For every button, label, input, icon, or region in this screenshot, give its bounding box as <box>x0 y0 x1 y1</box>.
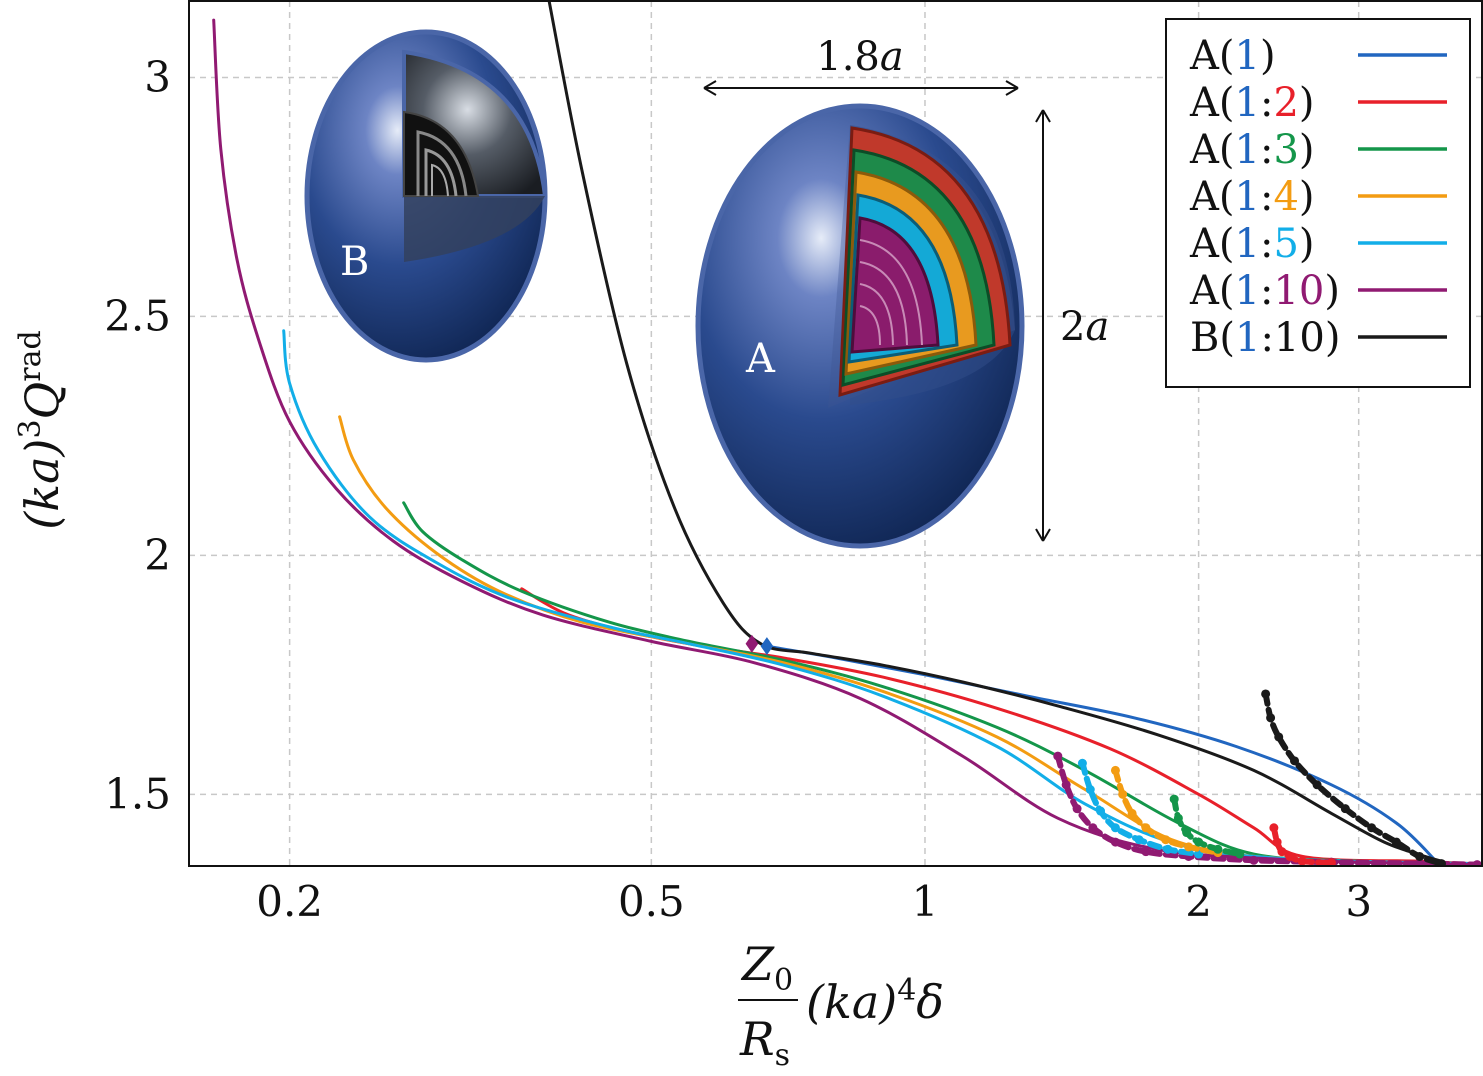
tail-point <box>1194 837 1204 847</box>
dotted-tail-5 <box>1262 691 1445 866</box>
tail-point <box>1472 860 1482 866</box>
sphere-b-illustration: B <box>304 29 548 363</box>
tail-point <box>1415 859 1425 866</box>
width-label: 1.8a <box>816 34 903 80</box>
tail-point <box>1266 713 1276 723</box>
tail-point <box>1061 780 1071 790</box>
diamond-marker-1 <box>760 637 774 656</box>
tail-point <box>1272 837 1282 847</box>
tail-point <box>1213 844 1223 854</box>
tail-point <box>1141 847 1151 857</box>
tail-point <box>1173 813 1183 823</box>
dotted-tail-0 <box>1054 753 1481 866</box>
tail-point <box>1077 758 1087 768</box>
tail-point <box>1436 859 1446 866</box>
y-tick-label: 3 <box>144 52 171 101</box>
legend: A(1)A(1:2)A(1:3)A(1:4)A(1:5)A(1:10)B(1:1… <box>1165 18 1471 388</box>
y-tick-labels: 1.5 2 2.5 3 <box>104 52 171 818</box>
tail-point <box>1141 823 1151 833</box>
tail-point <box>1110 823 1120 833</box>
series-line-2 <box>402 501 1474 866</box>
markers-layer <box>745 634 774 656</box>
x-tick-label: 1 <box>912 877 939 926</box>
legend-entry-label: A(1:5) <box>1189 221 1315 267</box>
legend-entry-label: A(1:3) <box>1189 127 1315 173</box>
tail-point <box>1110 837 1120 847</box>
y-tick-label: 2.5 <box>104 291 171 340</box>
tail-point <box>1053 751 1063 761</box>
tail-point <box>1118 789 1128 799</box>
x-axis-label: Z0 Rs (ka)4δ <box>738 937 944 1073</box>
tail-point <box>1134 835 1144 845</box>
tail-point <box>1127 808 1137 818</box>
width-dimension: 1.8a <box>703 34 1019 96</box>
x-tick-label: 2 <box>1185 877 1212 926</box>
y-tick-label: 1.5 <box>104 769 171 818</box>
sphere-a-label: A <box>745 336 776 382</box>
tail-point <box>1163 844 1173 854</box>
legend-entry-label: A(1:10) <box>1189 268 1340 314</box>
tail-point <box>1072 804 1082 814</box>
dotted-tails-layer <box>1053 689 1482 866</box>
legend-entry-label: B(1:10) <box>1190 315 1340 361</box>
tail-point <box>1085 785 1095 795</box>
tail-point <box>1312 780 1322 790</box>
plot-frame <box>188 0 1483 867</box>
series-line-0 <box>765 644 1438 863</box>
tail-point <box>1088 823 1098 833</box>
x-tick-label: 3 <box>1345 877 1372 926</box>
height-dimension: 2a <box>1035 109 1109 542</box>
legend-entry-label: A(1) <box>1189 33 1276 79</box>
tail-point <box>1096 806 1106 816</box>
tail-point <box>1277 847 1287 857</box>
y-tick-label: 2 <box>144 530 171 579</box>
tail-point <box>1169 794 1179 804</box>
tail-point <box>1249 855 1259 865</box>
x-tick-label: 0.2 <box>256 877 323 926</box>
tail-point <box>1261 689 1271 699</box>
x-label-tail: (ka)4δ <box>806 973 944 1029</box>
tail-point <box>1110 765 1120 775</box>
tail-point <box>1184 842 1194 852</box>
tail-point <box>1182 828 1192 838</box>
x-tick-label: 0.5 <box>618 877 685 926</box>
x-label-num: Z0 <box>740 937 793 998</box>
tail-point <box>1297 856 1307 866</box>
sphere-a-illustration: A <box>695 103 1025 549</box>
y-axis-label: (ka)3Qrad <box>13 330 69 529</box>
tail-point <box>1290 756 1300 766</box>
legend-entry-label: A(1:4) <box>1189 174 1315 220</box>
legend-entry-label: A(1:2) <box>1189 80 1315 126</box>
tail-point <box>1367 823 1377 833</box>
tail-point <box>1391 837 1401 847</box>
x-label-den: Rs <box>739 1012 790 1073</box>
tail-point <box>1415 851 1425 861</box>
tail-point <box>1161 835 1171 845</box>
x-tick-labels: 0.2 0.5 1 2 3 <box>256 877 1372 926</box>
series-line-6 <box>547 1 1443 863</box>
tail-point <box>1269 823 1279 833</box>
height-label: 2a <box>1060 304 1109 350</box>
tail-point <box>1340 804 1350 814</box>
tail-point <box>1326 858 1336 866</box>
tail-point <box>1285 851 1295 861</box>
diamond-marker-0 <box>745 634 759 653</box>
sphere-b-label: B <box>340 239 369 285</box>
y-label-text: (ka)3Qrad <box>13 330 69 529</box>
tail-point <box>1235 849 1245 859</box>
tail-point <box>1274 732 1284 742</box>
